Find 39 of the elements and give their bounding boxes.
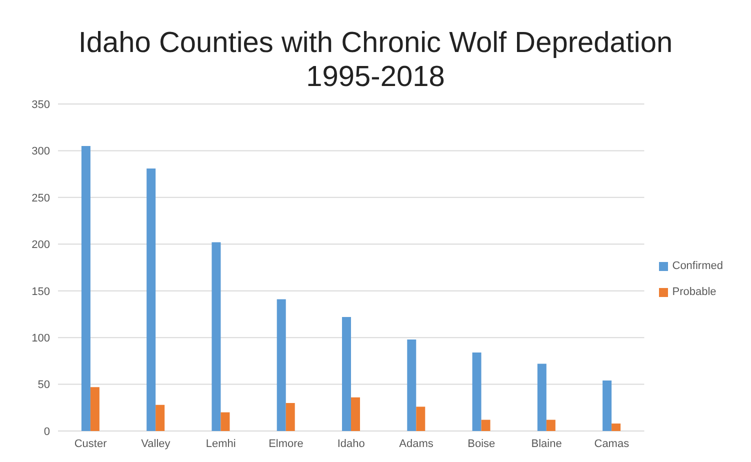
bar bbox=[612, 424, 621, 431]
x-tick-label: Boise bbox=[468, 438, 496, 450]
y-tick-label: 0 bbox=[44, 426, 50, 438]
bar bbox=[220, 412, 230, 431]
bar bbox=[90, 387, 100, 431]
x-tick-label: Lemhi bbox=[206, 438, 236, 450]
chart-subtitle: 1995-2018 bbox=[306, 61, 445, 93]
x-tick-label: Adams bbox=[399, 438, 434, 450]
x-tick-label: Custer bbox=[74, 438, 108, 450]
bar bbox=[286, 402, 295, 431]
x-tick-label: Valley bbox=[141, 438, 171, 450]
bar bbox=[156, 404, 165, 431]
y-tick-label: 350 bbox=[32, 98, 50, 111]
bar bbox=[351, 397, 360, 431]
y-tick-label: 300 bbox=[32, 146, 50, 158]
y-tick-label: 150 bbox=[32, 286, 50, 298]
x-tick-label: Idaho bbox=[337, 438, 365, 450]
y-tick-label: 50 bbox=[38, 379, 50, 392]
bar bbox=[602, 380, 612, 431]
chart-title: Idaho Counties with Chronic Wolf Depredation bbox=[78, 27, 673, 59]
bar bbox=[481, 420, 490, 431]
bar bbox=[472, 352, 482, 431]
x-tick-label: Camas bbox=[594, 438, 630, 450]
bar bbox=[342, 317, 352, 431]
x-tick-label: Blaine bbox=[531, 438, 562, 450]
legend-label: Probable bbox=[672, 286, 716, 298]
bar bbox=[546, 420, 556, 431]
bar bbox=[407, 339, 416, 431]
bar bbox=[212, 242, 221, 431]
bar bbox=[81, 146, 90, 431]
x-tick-label: Elmore bbox=[268, 438, 304, 450]
bar bbox=[416, 406, 426, 431]
y-tick-label: 250 bbox=[32, 192, 50, 204]
bar bbox=[276, 299, 286, 431]
y-tick-label: 200 bbox=[32, 239, 50, 252]
y-tick-label: 100 bbox=[32, 332, 50, 344]
legend-label: Confirmed bbox=[672, 260, 723, 272]
bar bbox=[146, 168, 156, 431]
bar bbox=[537, 364, 546, 431]
